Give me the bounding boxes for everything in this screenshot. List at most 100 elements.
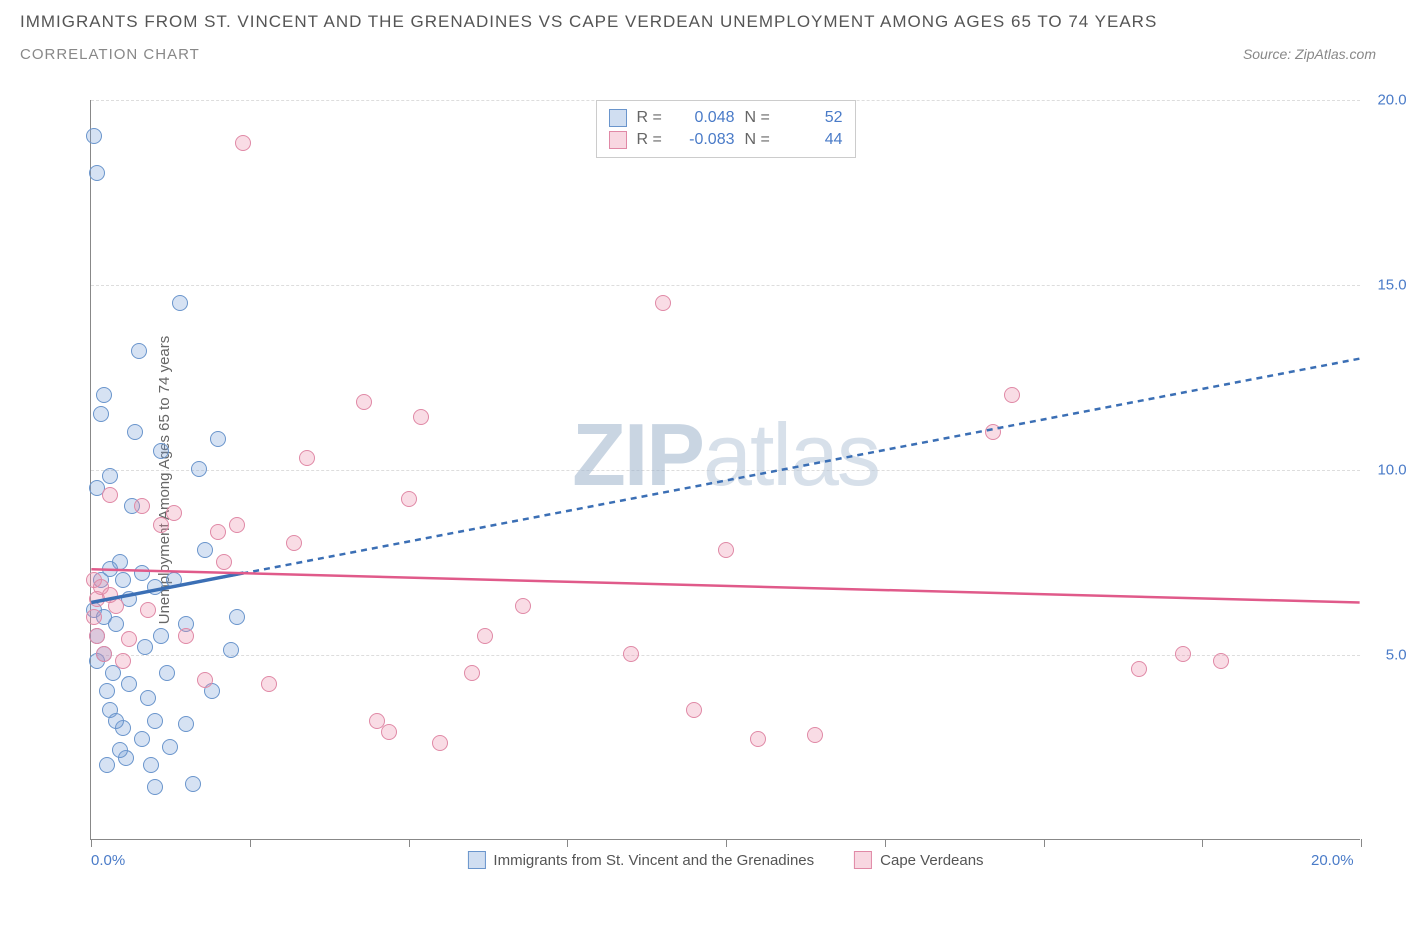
data-point-series-0 — [153, 628, 169, 644]
data-point-series-1 — [477, 628, 493, 644]
stat-r-label: R = — [637, 131, 665, 149]
data-point-series-0 — [166, 572, 182, 588]
plot-area: ZIPatlas R = 0.048 N = 52 R = -0.083 N =… — [90, 100, 1360, 840]
data-point-series-0 — [143, 757, 159, 773]
data-point-series-0 — [86, 128, 102, 144]
data-point-series-1 — [229, 517, 245, 533]
data-point-series-0 — [147, 579, 163, 595]
data-point-series-0 — [134, 731, 150, 747]
data-point-series-0 — [178, 716, 194, 732]
stat-r-value-1: -0.083 — [675, 131, 735, 149]
x-tick-label: 0.0% — [91, 852, 125, 869]
stat-n-label: N = — [745, 109, 773, 127]
data-point-series-1 — [286, 535, 302, 551]
data-point-series-1 — [356, 394, 372, 410]
legend-swatch-1 — [854, 851, 872, 869]
data-point-series-1 — [1175, 646, 1191, 662]
bottom-legend: Immigrants from St. Vincent and the Gren… — [467, 851, 983, 869]
data-point-series-1 — [381, 724, 397, 740]
stat-legend: R = 0.048 N = 52 R = -0.083 N = 44 — [596, 100, 856, 158]
stat-n-value-1: 44 — [783, 131, 843, 149]
data-point-series-1 — [86, 609, 102, 625]
data-point-series-0 — [115, 572, 131, 588]
data-point-series-1 — [134, 498, 150, 514]
y-tick-label: 5.0% — [1386, 647, 1406, 664]
stat-row-1: R = -0.083 N = 44 — [609, 129, 843, 151]
legend-item-0: Immigrants from St. Vincent and the Gren… — [467, 851, 814, 869]
data-point-series-0 — [185, 776, 201, 792]
y-tick-label: 15.0% — [1377, 277, 1406, 294]
data-point-series-0 — [89, 165, 105, 181]
legend-label-0: Immigrants from St. Vincent and the Gren… — [493, 852, 814, 869]
data-point-series-1 — [750, 731, 766, 747]
data-point-series-0 — [108, 616, 124, 632]
data-point-series-1 — [102, 487, 118, 503]
data-point-series-1 — [261, 676, 277, 692]
legend-label-1: Cape Verdeans — [880, 852, 983, 869]
data-point-series-1 — [515, 598, 531, 614]
data-point-series-0 — [172, 295, 188, 311]
x-tick — [1361, 839, 1362, 847]
source-attribution: Source: ZipAtlas.com — [1243, 46, 1376, 62]
data-point-series-0 — [108, 713, 124, 729]
data-point-series-0 — [191, 461, 207, 477]
x-tick — [1202, 839, 1203, 847]
data-point-series-0 — [102, 561, 118, 577]
data-point-series-0 — [229, 609, 245, 625]
data-point-series-1 — [401, 491, 417, 507]
data-point-series-1 — [718, 542, 734, 558]
data-point-series-1 — [216, 554, 232, 570]
data-point-series-1 — [1004, 387, 1020, 403]
data-point-series-0 — [197, 542, 213, 558]
x-tick — [567, 839, 568, 847]
chart-subtitle: CORRELATION CHART — [20, 46, 1386, 63]
x-tick — [1044, 839, 1045, 847]
data-point-series-0 — [159, 665, 175, 681]
watermark-bold: ZIP — [572, 405, 703, 504]
stat-r-label: R = — [637, 109, 665, 127]
watermark: ZIPatlas — [572, 404, 879, 506]
data-point-series-1 — [210, 524, 226, 540]
data-point-series-0 — [102, 468, 118, 484]
data-point-series-1 — [432, 735, 448, 751]
data-point-series-0 — [112, 742, 128, 758]
data-point-series-1 — [464, 665, 480, 681]
data-point-series-1 — [102, 587, 118, 603]
data-point-series-1 — [655, 295, 671, 311]
data-point-series-0 — [147, 713, 163, 729]
data-point-series-0 — [131, 343, 147, 359]
data-point-series-1 — [413, 409, 429, 425]
data-point-series-1 — [299, 450, 315, 466]
stat-n-value-0: 52 — [783, 109, 843, 127]
data-point-series-1 — [140, 602, 156, 618]
data-point-series-1 — [166, 505, 182, 521]
swatch-series-0 — [609, 109, 627, 127]
stat-n-label: N = — [745, 131, 773, 149]
data-point-series-1 — [96, 646, 112, 662]
gridline-h — [91, 285, 1360, 286]
swatch-series-1 — [609, 131, 627, 149]
stat-row-0: R = 0.048 N = 52 — [609, 107, 843, 129]
x-tick — [91, 839, 92, 847]
x-tick — [250, 839, 251, 847]
x-tick — [726, 839, 727, 847]
y-tick-label: 20.0% — [1377, 92, 1406, 109]
data-point-series-0 — [93, 406, 109, 422]
data-point-series-1 — [197, 672, 213, 688]
data-point-series-1 — [623, 646, 639, 662]
data-point-series-1 — [686, 702, 702, 718]
watermark-rest: atlas — [703, 405, 879, 504]
data-point-series-1 — [121, 631, 137, 647]
x-tick — [409, 839, 410, 847]
data-point-series-1 — [115, 653, 131, 669]
data-point-series-0 — [134, 565, 150, 581]
data-point-series-1 — [235, 135, 251, 151]
data-point-series-0 — [210, 431, 226, 447]
data-point-series-1 — [153, 517, 169, 533]
data-point-series-0 — [137, 639, 153, 655]
gridline-h — [91, 470, 1360, 471]
chart-container: Unemployment Among Ages 65 to 74 years Z… — [70, 100, 1380, 860]
data-point-series-1 — [89, 628, 105, 644]
data-point-series-1 — [807, 727, 823, 743]
data-point-series-0 — [127, 424, 143, 440]
